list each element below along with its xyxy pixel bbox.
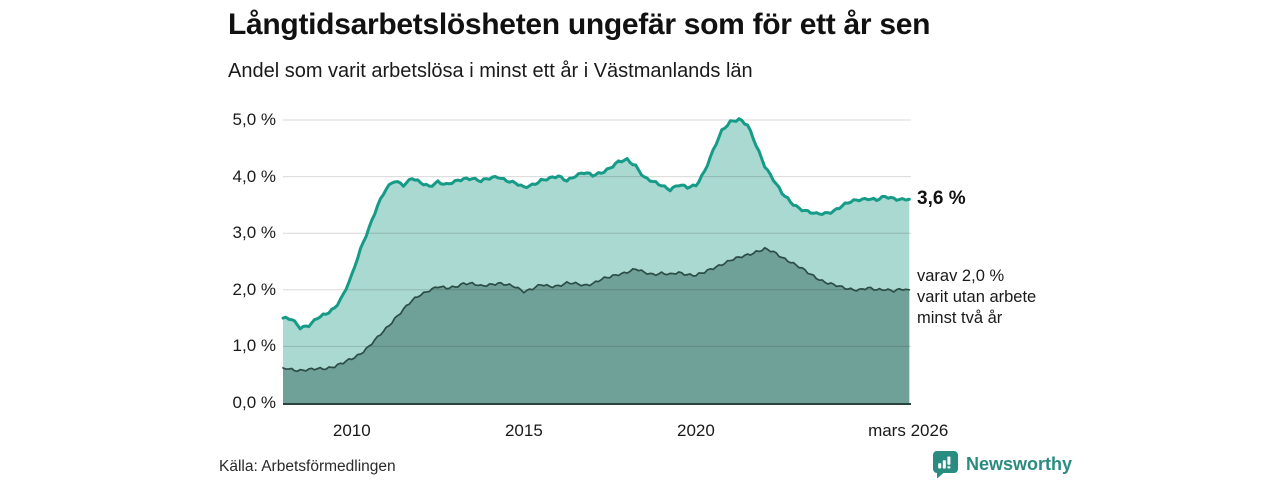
source-credit: Källa: Arbetsförmedlingen bbox=[219, 458, 396, 475]
y-tick-label: 4,0 % bbox=[232, 166, 276, 186]
brand-name: Newsworthy bbox=[966, 454, 1073, 474]
end-value-label: 3,6 % bbox=[917, 188, 966, 210]
x-tick-label: 2020 bbox=[677, 421, 715, 440]
chart-subtitle: Andel som varit arbetslösa i minst ett å… bbox=[228, 60, 753, 82]
x-tick-label: 2015 bbox=[504, 421, 543, 440]
bar-chart-bubble-icon bbox=[933, 451, 958, 479]
breakdown-line-3: minst två år bbox=[917, 308, 1003, 327]
line-two-year-series bbox=[282, 246, 911, 373]
y-tick-label: 1,0 % bbox=[232, 336, 276, 356]
x-tick-label: mars 2026 bbox=[868, 421, 949, 440]
gridlines bbox=[283, 119, 911, 347]
chart-title: Långtidsarbetslösheten ungefär som för e… bbox=[228, 8, 931, 41]
y-tick-label: 2,0 % bbox=[232, 279, 276, 299]
newsworthy-brand: Newsworthy bbox=[932, 450, 1072, 479]
x-tick-label: 2010 bbox=[332, 421, 371, 440]
line-total-series bbox=[281, 117, 911, 331]
breakdown-line-1: varav 2,0 % bbox=[917, 266, 1005, 285]
breakdown-line-2: varit utan arbete bbox=[917, 287, 1037, 306]
breakdown-annotation: varav 2,0 % varit utan arbete minst två … bbox=[917, 266, 1036, 329]
y-tick-label: 5,0 % bbox=[232, 110, 276, 129]
area-two-year-series bbox=[283, 247, 910, 403]
y-tick-label: 0,0 % bbox=[232, 393, 276, 412]
y-tick-label: 3,0 % bbox=[232, 223, 276, 243]
